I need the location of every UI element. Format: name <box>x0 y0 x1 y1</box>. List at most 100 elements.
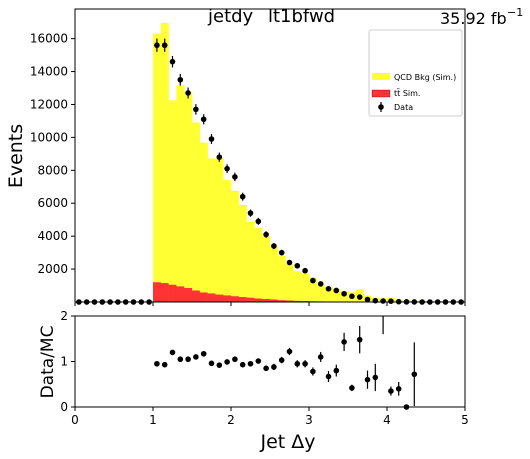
top-y-axis-label: Events <box>5 124 27 188</box>
legend-label-qcd: QCD Bkg (Sim.) <box>394 73 456 82</box>
ttbar-bar <box>262 299 271 302</box>
qcd-bar <box>309 277 318 302</box>
legend: QCD Bkg (Sim.) tt̄ Sim. Data <box>368 29 463 117</box>
x-tick-label: 3 <box>305 413 313 427</box>
y-tick-label: 2000 <box>37 262 68 276</box>
data-point <box>271 243 277 249</box>
x-axis-label-symbol: Δy <box>291 431 315 453</box>
ttbar-bar <box>176 286 185 302</box>
legend-frame <box>368 29 463 117</box>
lumi-label: 35.92 fb <box>440 9 507 28</box>
ratio-point <box>395 386 402 392</box>
y-tick-label: 12000 <box>30 97 68 111</box>
top-axes-frame <box>74 8 466 303</box>
ttbar-bar <box>207 293 216 302</box>
ratio-point <box>216 362 223 368</box>
ratio-y-tick-label: 2 <box>60 309 68 323</box>
ratio-point <box>161 361 168 368</box>
data-point <box>341 290 347 297</box>
data-point <box>310 277 316 284</box>
ratio-point <box>325 373 332 380</box>
ratio-point <box>317 354 324 360</box>
data-point <box>263 231 269 238</box>
ratio-point <box>239 361 246 368</box>
ratio-point <box>177 356 184 363</box>
qcd-bar <box>231 190 240 297</box>
y-tick-label: 14000 <box>30 65 68 79</box>
data-point <box>247 210 254 216</box>
ttbar-bar <box>238 297 247 302</box>
data-point <box>169 58 176 65</box>
ttbar-bar <box>293 300 302 302</box>
legend-swatch-ttbar <box>371 89 391 98</box>
qcd-bar <box>238 204 247 298</box>
ttbar-bar <box>254 298 263 302</box>
x-tick-label: 2 <box>227 413 235 427</box>
y-tick-label: 8000 <box>37 163 68 177</box>
data-point <box>239 193 246 200</box>
ratio-point <box>333 367 340 374</box>
ratio-point <box>232 356 238 363</box>
data-point <box>255 218 262 225</box>
ratio-point <box>341 339 347 345</box>
ttbar-bar <box>215 294 224 302</box>
ratio-point <box>294 360 301 367</box>
x-tick-label: 5 <box>461 413 469 427</box>
ratio-point <box>200 350 207 357</box>
ratio-point <box>286 348 293 355</box>
ratio-y-tick-label: 0 <box>60 400 68 414</box>
qcd-bar <box>184 92 193 289</box>
ttbar-bar <box>199 292 208 302</box>
ratio-point <box>310 368 316 375</box>
legend-swatch-qcd <box>372 73 390 80</box>
ttbar-bar <box>246 297 255 302</box>
qcd-bar <box>207 158 216 294</box>
legend-label-data: Data <box>394 103 413 112</box>
y-tick-label: 16000 <box>30 32 68 46</box>
qcd-bar <box>301 273 310 302</box>
ttbar-bar <box>270 299 279 302</box>
ratio-point <box>349 385 355 391</box>
ratio-point <box>278 357 285 363</box>
ratio-point <box>263 365 269 372</box>
ttbar-bar <box>285 300 294 302</box>
y-tick-label: 4000 <box>37 229 68 243</box>
qcd-bar <box>192 122 201 291</box>
data-point <box>154 42 160 49</box>
title-right: lt1bfwd <box>268 6 335 27</box>
ratio-y-tick-label: 1 <box>60 355 68 369</box>
ttbar-bar <box>160 283 169 302</box>
x-tick-label: 0 <box>71 413 79 427</box>
data-point <box>325 286 332 292</box>
x-tick-label: 1 <box>149 413 157 427</box>
ratio-point <box>271 364 277 370</box>
data-point <box>278 249 285 256</box>
data-point <box>177 76 184 83</box>
data-point <box>372 297 379 304</box>
ratio-point <box>411 371 418 378</box>
data-point <box>216 154 223 160</box>
data-point <box>388 298 394 304</box>
qcd-bar <box>324 286 333 302</box>
ttbar-bar <box>277 300 286 302</box>
ttbar-bar <box>231 296 240 302</box>
y-tick-label: 6000 <box>37 196 68 210</box>
legend-data-marker <box>378 104 384 110</box>
ratio-point <box>169 349 176 356</box>
data-point <box>333 287 340 294</box>
data-point <box>208 136 215 142</box>
ratio-point <box>356 336 363 343</box>
data-point <box>161 42 168 49</box>
qcd-bar <box>160 22 169 284</box>
y-tick-label: 10000 <box>30 130 68 144</box>
bottom-y-axis-label: Data/MC <box>38 326 58 399</box>
data-point <box>224 165 230 172</box>
qcd-bar <box>332 288 341 302</box>
ratio-point <box>224 359 230 365</box>
lumi-exponent: −1 <box>507 6 523 19</box>
ratio-point <box>185 356 191 363</box>
bottom-axes-frame <box>74 315 466 408</box>
data-point <box>232 174 238 180</box>
data-point <box>364 296 371 303</box>
qcd-bar <box>270 246 279 300</box>
